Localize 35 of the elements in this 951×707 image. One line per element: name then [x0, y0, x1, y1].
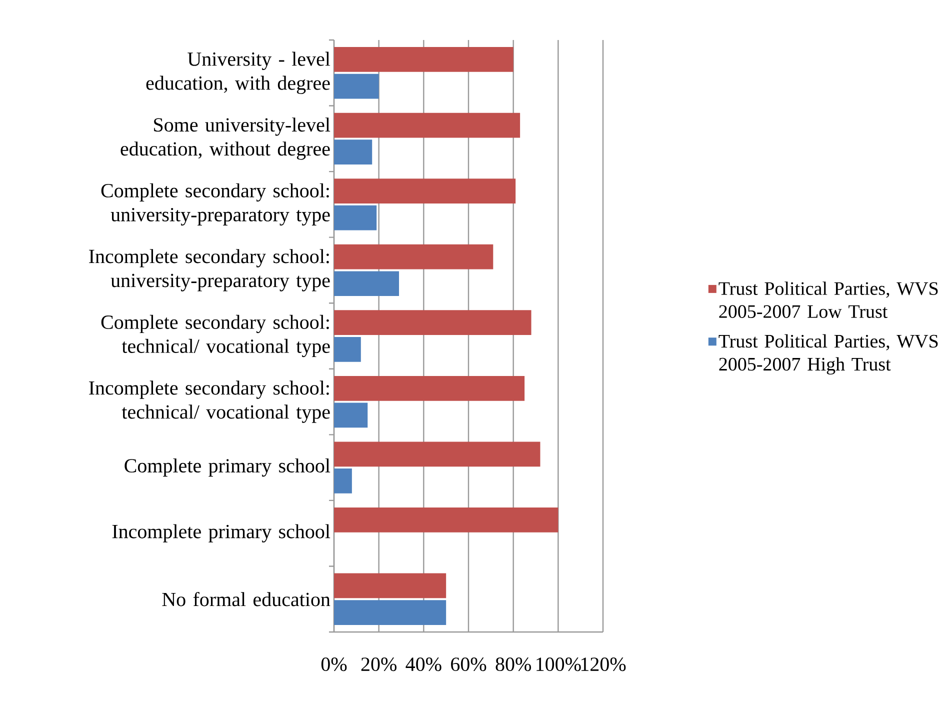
x-tick-label: 0% — [321, 658, 347, 672]
y-tick-label: Complete secondary school: technical/ vocational type — [101, 314, 330, 358]
legend-label: Trust Political Parties, WVS 2005-2007 High Trust — [718, 334, 938, 375]
x-tick-label: 120% — [581, 658, 626, 672]
bar — [334, 112, 520, 138]
bar — [334, 573, 446, 598]
bar — [334, 468, 352, 494]
bar — [334, 600, 446, 625]
y-tick-label: Incomplete primary school — [112, 524, 330, 542]
y-tick-label: Complete primary school — [124, 458, 330, 477]
bar — [334, 47, 514, 72]
bar — [334, 336, 361, 362]
y-tick-label: Complete secondary school: university-preparatory type — [101, 183, 330, 226]
bar — [334, 376, 525, 401]
bar — [334, 508, 558, 532]
bar — [334, 205, 377, 230]
y-tick-label: University - level education, with degree — [146, 52, 330, 94]
x-tick-label: 80% — [496, 658, 531, 672]
x-tick-label: 60% — [451, 658, 486, 672]
bar — [334, 442, 540, 467]
x-tick-label: 20% — [361, 658, 396, 672]
bar — [334, 140, 372, 164]
y-tick-label: Incomplete secondary school: university-preparatory type — [89, 249, 330, 292]
y-tick-label: Incomplete secondary school: technical/ vocational type — [89, 380, 330, 423]
bar — [334, 271, 400, 296]
y-tick-label: Some university-level education, without degree — [120, 118, 330, 160]
bar — [334, 178, 516, 204]
x-tick-label: 40% — [406, 658, 442, 672]
bar — [334, 310, 532, 336]
y-tick-label: No formal education — [162, 592, 330, 606]
bar — [334, 402, 368, 428]
legend-label: Trust Political Parties, WVS 2005-2007 Low Trust — [718, 282, 938, 318]
bar — [334, 244, 494, 270]
x-tick-label: 100% — [536, 658, 581, 672]
bar — [334, 74, 379, 99]
